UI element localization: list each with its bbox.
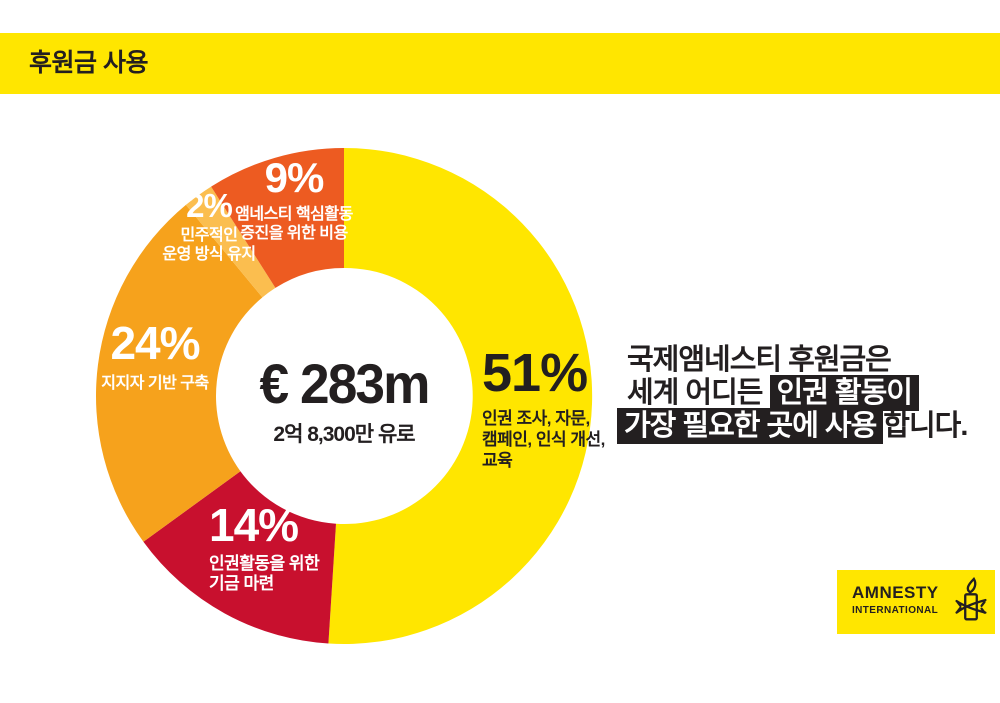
- segment-label-14: 14% 인권활동을 위한 기금 마련: [209, 499, 320, 594]
- message-line-3-highlight: 가장 필요한 곳에 사용: [617, 408, 884, 444]
- segment-label-2: 2% 민주적인 운영 방식 유지: [154, 189, 264, 264]
- segment-pct-2: 2%: [186, 187, 233, 224]
- segment-desc-14: 인권활동을 위한 기금 마련: [209, 554, 320, 593]
- logo-international-label: INTERNATIONAL: [852, 605, 939, 616]
- segment-pct-9: 9%: [264, 154, 325, 201]
- segment-pct-14: 14%: [209, 499, 299, 551]
- segment-desc-24: 지지자 기반 구축: [101, 375, 209, 392]
- segment-pct-24: 24%: [110, 317, 200, 369]
- segment-label-24: 24% 지지자 기반 구축: [100, 320, 210, 393]
- message-line-3: 가장 필요한 곳에 사용 합니다.: [617, 408, 968, 444]
- segment-desc-51: 인권 조사, 자문, 캠페인, 인식 개선, 교육: [482, 409, 605, 470]
- segment-label-51: 51% 인권 조사, 자문, 캠페인, 인식 개선, 교육: [482, 346, 605, 471]
- candle-icon: [955, 577, 987, 621]
- segment-desc-9: 앰네스티 핵심활동 증진을 위한 비용: [235, 206, 353, 242]
- title-bar: 후원금 사용: [0, 33, 1000, 94]
- donut-segment-9%: [211, 148, 344, 288]
- message-line-2: 세계 어디든 인권 활동이: [627, 375, 967, 411]
- amnesty-logo-text: AMNESTY INTERNATIONAL: [852, 584, 939, 616]
- message-line-2-highlight: 인권 활동이: [769, 375, 919, 411]
- logo-amnesty-label: AMNESTY: [852, 583, 939, 602]
- message-line-1: 국제앰네스티 후원금은: [627, 344, 967, 377]
- donut-segment-14%: [143, 471, 336, 644]
- message-block: 국제앰네스티 후원금은 세계 어디든 인권 활동이 가장 필요한 곳에 사용 합니…: [617, 344, 968, 444]
- message-line-3-text: 합니다.: [883, 410, 968, 442]
- total-amount: € 283m: [259, 352, 430, 415]
- segment-label-9: 9% 앰네스티 핵심활동 증진을 위한 비용: [232, 157, 356, 243]
- message-line-1-text: 국제앰네스티 후원금은: [627, 344, 892, 376]
- message-line-2-text: 세계 어디든: [627, 377, 770, 409]
- segment-desc-2: 민주적인 운영 방식 유지: [162, 227, 256, 263]
- donut-segment-24%: [95, 204, 263, 542]
- total-amount-korean: 2억 8,300만 유로: [273, 423, 415, 446]
- donut-segment-51%: [328, 147, 593, 644]
- donut-center-label: € 283m 2억 8,300만 유로: [244, 356, 444, 448]
- segment-pct-51: 51%: [482, 343, 588, 403]
- page-title: 후원금 사용: [29, 49, 148, 77]
- donut-segment-2%: [185, 186, 276, 298]
- amnesty-logo: AMNESTY INTERNATIONAL: [837, 570, 995, 634]
